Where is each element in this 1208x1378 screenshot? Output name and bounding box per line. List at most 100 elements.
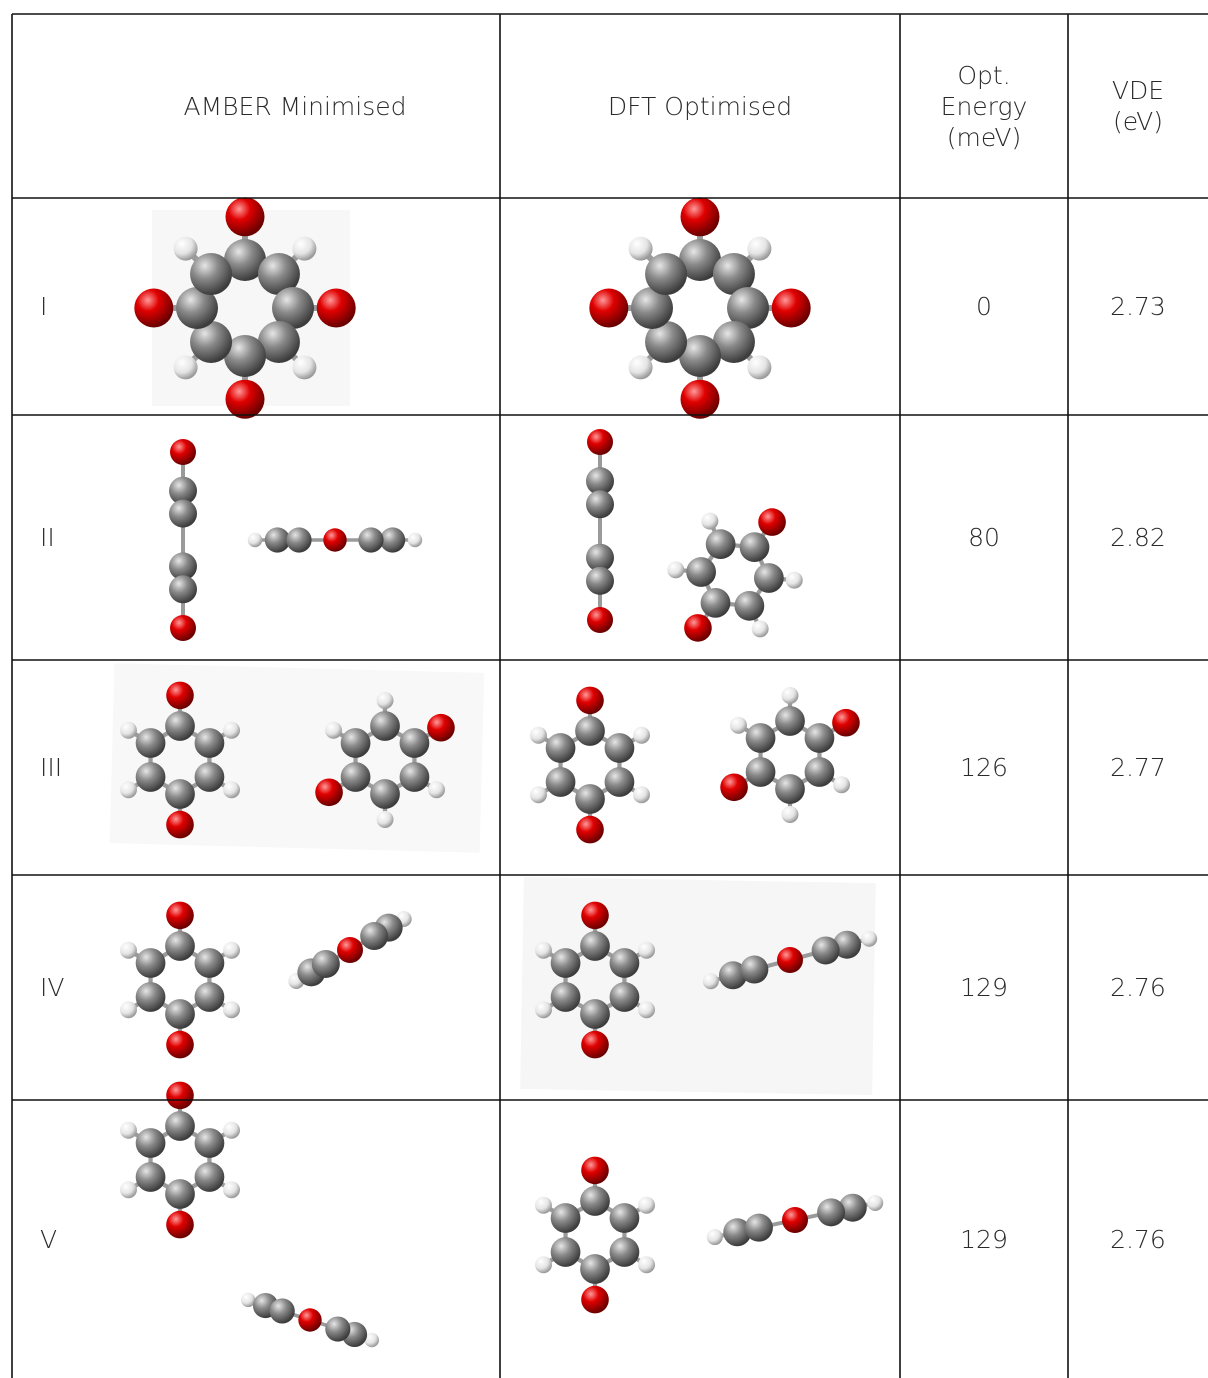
atom	[265, 527, 290, 552]
atom	[165, 931, 195, 961]
atom	[170, 439, 196, 465]
atom	[833, 776, 850, 793]
atom	[747, 355, 771, 379]
atom	[681, 197, 720, 236]
atom	[720, 773, 748, 801]
atom	[317, 289, 356, 328]
molecule-images	[110, 197, 884, 1347]
atom	[169, 500, 197, 528]
energy: 129	[900, 875, 1068, 1100]
atom	[701, 588, 731, 618]
atom	[746, 757, 776, 787]
atom	[546, 733, 576, 763]
atom	[745, 1214, 773, 1242]
atom	[223, 1122, 240, 1139]
atom	[165, 999, 195, 1029]
atom	[248, 533, 262, 547]
energy: 129	[900, 1100, 1068, 1378]
atom	[707, 1229, 723, 1245]
atom	[629, 237, 653, 261]
atom	[706, 529, 736, 559]
atom	[136, 948, 166, 978]
atom	[120, 781, 137, 798]
atom	[195, 1128, 225, 1158]
table-page: AMBER MinimisedDFT OptimisedOpt. Energy …	[0, 0, 1208, 1378]
atom	[530, 727, 547, 744]
atom	[377, 692, 394, 709]
atom	[169, 575, 197, 603]
atom	[551, 948, 581, 978]
atom	[576, 687, 604, 715]
atom	[325, 722, 342, 739]
atom	[747, 237, 771, 261]
atom	[166, 1031, 194, 1059]
atom	[136, 982, 166, 1012]
atom	[775, 706, 805, 736]
atom	[323, 528, 346, 551]
atom	[638, 1256, 655, 1273]
atom	[638, 1001, 655, 1018]
atom	[166, 682, 194, 710]
row-label: III	[40, 660, 100, 875]
atom	[580, 1254, 610, 1284]
atom	[638, 1197, 655, 1214]
row-label: IV	[40, 875, 100, 1100]
atom	[408, 533, 422, 547]
vde: 2.73	[1068, 198, 1208, 415]
atom	[734, 591, 764, 621]
atom	[223, 942, 240, 959]
atom	[775, 774, 805, 804]
atom	[746, 723, 776, 753]
atom	[551, 1203, 581, 1233]
atom	[638, 942, 655, 959]
atom	[341, 762, 371, 792]
vde: 2.76	[1068, 1100, 1208, 1378]
atom	[589, 289, 628, 328]
atom	[703, 973, 719, 989]
atom	[805, 757, 835, 787]
atom	[782, 687, 799, 704]
atom	[586, 490, 614, 518]
atom	[298, 1308, 321, 1331]
atom	[377, 811, 394, 828]
atom	[805, 723, 835, 753]
atom	[136, 762, 166, 792]
atom	[120, 722, 137, 739]
atom	[610, 982, 640, 1012]
atom	[535, 1197, 552, 1214]
atom	[286, 527, 311, 552]
atom	[170, 615, 196, 641]
energy: 80	[900, 415, 1068, 660]
atom	[337, 937, 363, 963]
atom	[645, 253, 687, 295]
atom	[587, 429, 613, 455]
atom	[195, 762, 225, 792]
atom	[226, 380, 265, 419]
atom	[174, 237, 198, 261]
atom	[817, 1198, 845, 1226]
atom	[195, 948, 225, 978]
atom	[610, 1203, 640, 1233]
atom	[587, 607, 613, 633]
atom	[400, 762, 430, 792]
energy: 126	[900, 660, 1068, 875]
atom	[120, 1001, 137, 1018]
atom	[360, 922, 388, 950]
atom	[195, 982, 225, 1012]
atom	[535, 942, 552, 959]
atom	[580, 931, 610, 961]
atom	[223, 722, 240, 739]
atom	[610, 948, 640, 978]
atom	[581, 1286, 609, 1314]
atom	[315, 778, 343, 806]
atom	[546, 767, 576, 797]
atom	[380, 527, 405, 552]
atom	[223, 1181, 240, 1198]
atom	[120, 1181, 137, 1198]
atom	[610, 1237, 640, 1267]
atom	[400, 728, 430, 758]
row-label: I	[40, 198, 100, 415]
atom	[575, 784, 605, 814]
atom	[605, 767, 635, 797]
atom	[782, 1207, 808, 1233]
